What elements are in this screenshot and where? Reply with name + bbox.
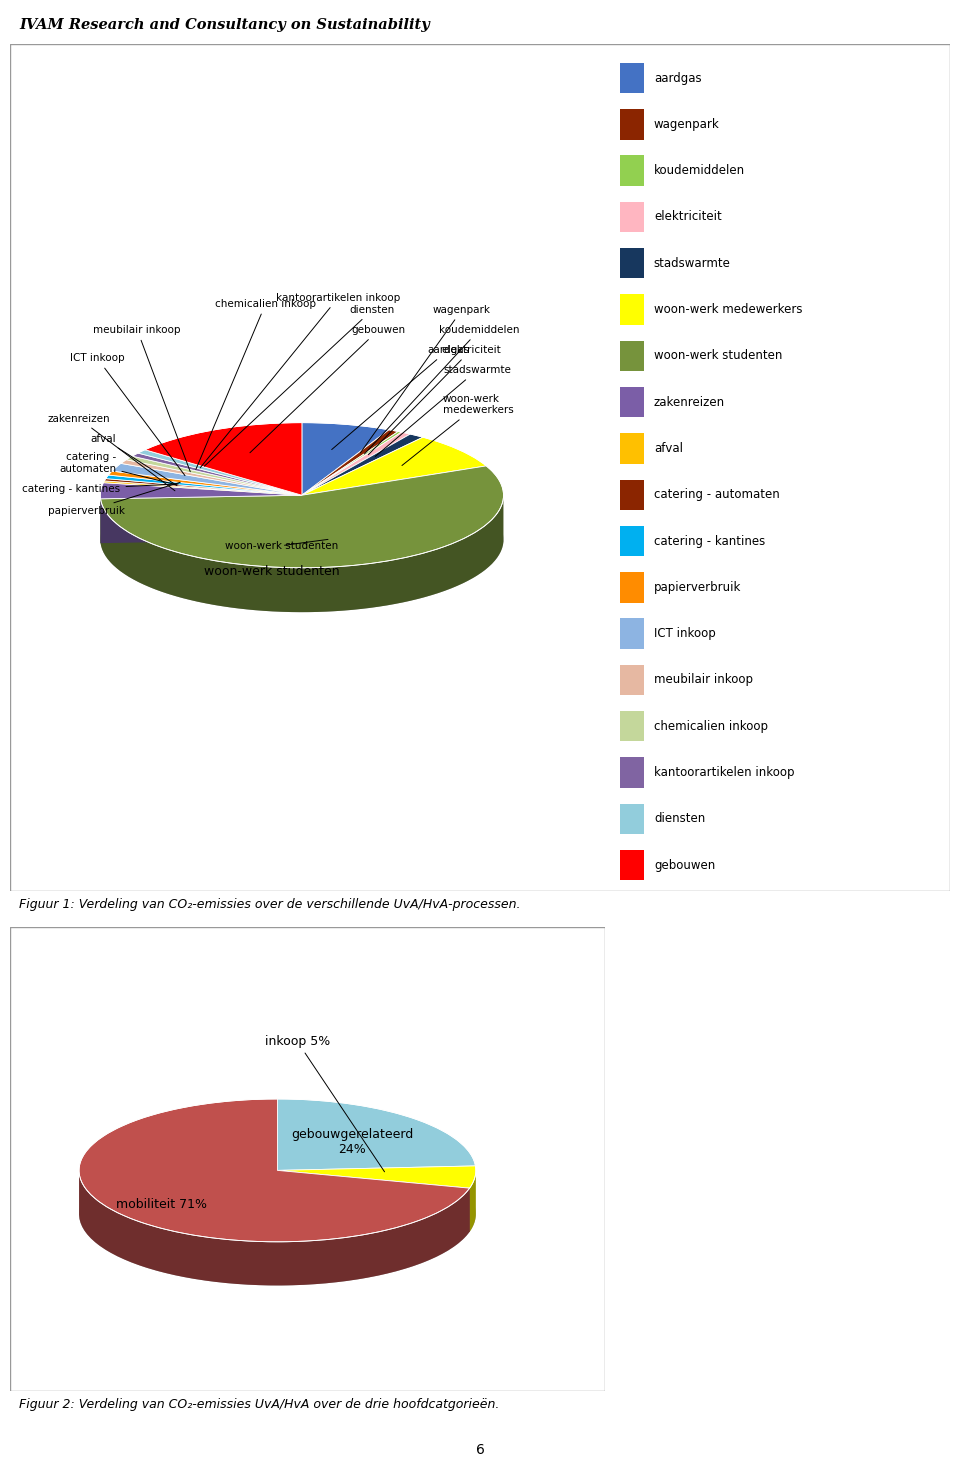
Bar xyxy=(620,109,644,140)
Text: stadswarmte: stadswarmte xyxy=(654,256,731,269)
Bar xyxy=(620,433,644,464)
Bar xyxy=(620,804,644,835)
Polygon shape xyxy=(104,481,301,495)
Bar xyxy=(620,202,644,233)
Polygon shape xyxy=(121,459,301,495)
Polygon shape xyxy=(126,456,301,495)
Polygon shape xyxy=(301,437,487,495)
Text: meubilair inkoop: meubilair inkoop xyxy=(93,325,190,471)
Polygon shape xyxy=(101,495,301,543)
Bar xyxy=(620,849,644,880)
Ellipse shape xyxy=(101,467,503,612)
Text: mobiliteit 71%: mobiliteit 71% xyxy=(116,1198,207,1211)
Text: elektriciteit: elektriciteit xyxy=(654,210,722,224)
Text: inkoop 5%: inkoop 5% xyxy=(265,1035,385,1172)
Text: diensten: diensten xyxy=(204,305,396,467)
Text: kantoorartikelen inkoop: kantoorartikelen inkoop xyxy=(200,293,400,468)
Polygon shape xyxy=(277,1170,469,1232)
Polygon shape xyxy=(101,495,301,543)
Polygon shape xyxy=(301,422,389,495)
Text: 6: 6 xyxy=(475,1443,485,1457)
Polygon shape xyxy=(79,1172,469,1285)
Text: afval: afval xyxy=(654,442,683,455)
Polygon shape xyxy=(301,430,398,495)
Text: Figuur 1: Verdeling van CO₂-emissies over de verschillende UvA/HvA-processen.: Figuur 1: Verdeling van CO₂-emissies ove… xyxy=(19,898,520,911)
Bar xyxy=(620,63,644,93)
Polygon shape xyxy=(105,478,301,495)
Polygon shape xyxy=(301,433,410,495)
Bar xyxy=(620,294,644,325)
Bar xyxy=(620,665,644,695)
Text: papierverbruik: papierverbruik xyxy=(654,581,741,593)
Polygon shape xyxy=(101,498,503,612)
Text: gebouwgerelateerd
24%: gebouwgerelateerd 24% xyxy=(291,1128,413,1156)
Bar xyxy=(620,387,644,418)
Polygon shape xyxy=(138,450,301,495)
Polygon shape xyxy=(277,1166,476,1188)
Polygon shape xyxy=(277,1100,475,1170)
Text: woon-werk studenten: woon-werk studenten xyxy=(204,565,340,578)
Text: chemicalien inkoop: chemicalien inkoop xyxy=(654,720,768,733)
Polygon shape xyxy=(111,464,301,495)
Text: stadswarmte: stadswarmte xyxy=(375,365,511,456)
Polygon shape xyxy=(101,467,503,568)
Text: woon-werk studenten: woon-werk studenten xyxy=(226,539,338,551)
Text: catering - kantines: catering - kantines xyxy=(22,484,179,495)
Ellipse shape xyxy=(79,1142,476,1285)
Text: woon-werk studenten: woon-werk studenten xyxy=(654,349,782,362)
Text: elektriciteit: elektriciteit xyxy=(369,344,501,455)
Polygon shape xyxy=(132,453,301,495)
Text: papierverbruik: papierverbruik xyxy=(47,483,180,517)
Text: zakenreizen: zakenreizen xyxy=(48,414,175,490)
Bar xyxy=(620,526,644,556)
Text: koudemiddelen: koudemiddelen xyxy=(654,163,745,177)
Text: gebouwen: gebouwen xyxy=(654,858,715,871)
Bar xyxy=(620,340,644,371)
Polygon shape xyxy=(106,475,301,495)
Text: catering -
automaten: catering - automaten xyxy=(60,452,177,484)
Polygon shape xyxy=(301,431,401,495)
Polygon shape xyxy=(301,434,423,495)
Text: IVAM Research and Consultancy on Sustainability: IVAM Research and Consultancy on Sustain… xyxy=(19,18,430,32)
Polygon shape xyxy=(277,1170,469,1232)
Bar xyxy=(620,711,644,742)
Text: aardgas: aardgas xyxy=(332,344,469,449)
Text: koudemiddelen: koudemiddelen xyxy=(365,325,519,453)
Text: meubilair inkoop: meubilair inkoop xyxy=(654,674,753,686)
Polygon shape xyxy=(469,1170,476,1232)
Polygon shape xyxy=(79,1100,469,1242)
Text: Figuur 2: Verdeling van CO₂-emissies UvA/HvA over de drie hoofdcatgorieën.: Figuur 2: Verdeling van CO₂-emissies UvA… xyxy=(19,1398,499,1412)
Text: ICT inkoop: ICT inkoop xyxy=(654,627,715,640)
Text: woon-werk medewerkers: woon-werk medewerkers xyxy=(654,303,803,316)
Bar xyxy=(620,156,644,185)
Bar xyxy=(620,757,644,788)
Text: aardgas: aardgas xyxy=(654,72,702,84)
Text: afval: afval xyxy=(91,434,177,486)
Polygon shape xyxy=(101,483,301,499)
Bar xyxy=(620,480,644,509)
Text: catering - kantines: catering - kantines xyxy=(654,534,765,548)
Text: kantoorartikelen inkoop: kantoorartikelen inkoop xyxy=(654,765,795,779)
Text: wagenpark: wagenpark xyxy=(654,118,720,131)
Text: zakenreizen: zakenreizen xyxy=(654,396,725,409)
Bar xyxy=(620,573,644,602)
Polygon shape xyxy=(108,471,301,495)
Bar xyxy=(620,618,644,649)
Polygon shape xyxy=(145,422,301,495)
Text: diensten: diensten xyxy=(654,813,706,826)
Text: woon-werk
medewerkers: woon-werk medewerkers xyxy=(402,393,514,465)
Text: chemicalien inkoop: chemicalien inkoop xyxy=(196,299,316,470)
Text: wagenpark: wagenpark xyxy=(360,305,491,453)
Text: ICT inkoop: ICT inkoop xyxy=(70,353,185,475)
Text: gebouwen: gebouwen xyxy=(250,325,405,453)
Bar xyxy=(620,247,644,278)
Text: catering - automaten: catering - automaten xyxy=(654,489,780,502)
